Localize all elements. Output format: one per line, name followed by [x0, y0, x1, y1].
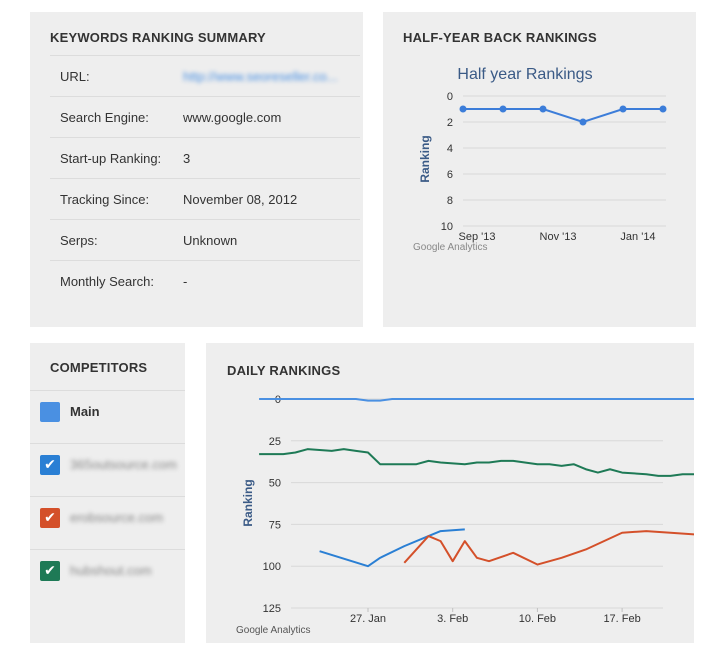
daily-rankings-chart: Ranking Google Analytics 025507510012527… [236, 394, 694, 636]
daily-x-tick-label: 10. Feb [519, 613, 556, 625]
summary-value: Unknown [183, 233, 238, 248]
competitor-item[interactable]: Main [30, 390, 185, 443]
half-year-chart-title: Half year Rankings [457, 66, 592, 83]
daily-x-tick-label: 17. Feb [603, 613, 640, 625]
half-y-tick-label: 10 [441, 221, 453, 233]
summary-url-link[interactable]: http://www.seoreseller.co... [183, 69, 338, 84]
half-year-rankings-chart: Half year Rankings Ranking Google Analyt… [413, 66, 667, 253]
summary-row: Tracking Since: November 08, 2012 [50, 178, 360, 219]
half-data-point[interactable] [499, 105, 507, 113]
half-x-tick-label: Jan '14 [620, 231, 655, 243]
daily-y-tick-label: 50 [269, 478, 281, 490]
summary-key: Tracking Since: [60, 192, 150, 207]
daily-series-line-1 [259, 398, 694, 402]
daily-x-tick-label: 3. Feb [437, 613, 468, 625]
competitor-item[interactable]: ✔ hubshout.com [30, 549, 185, 602]
half-series-line [463, 108, 663, 124]
competitors-panel: COMPETITORS Main ✔ 365outsource.com ✔ erobso… [30, 343, 185, 643]
half-year-y-axis-label: Ranking [418, 135, 432, 182]
daily-footer: Google Analytics [236, 625, 311, 636]
daily-y-tick-label: 125 [263, 603, 281, 615]
half-year-footer: Google Analytics [413, 242, 488, 253]
competitor-item[interactable]: ✔ 365outsource.com [30, 443, 185, 496]
half-data-point[interactable] [539, 105, 547, 113]
competitor-checkbox[interactable]: ✔ [40, 508, 60, 528]
half-data-point[interactable] [459, 105, 467, 113]
summary-key: Start-up Ranking: [60, 151, 162, 166]
main-color-swatch[interactable] [40, 402, 60, 422]
daily-series-line-2 [319, 528, 465, 568]
half-year-rankings-title: HALF-YEAR BACK RANKINGS [403, 30, 597, 45]
half-data-point[interactable] [619, 105, 627, 113]
summary-value: 3 [183, 151, 191, 166]
daily-rankings-title: DAILY RANKINGS [227, 363, 341, 378]
summary-value: www.google.com [183, 110, 282, 125]
half-x-tick-label: Nov '13 [540, 231, 577, 243]
half-x-tick-label: Sep '13 [459, 231, 496, 243]
summary-row: Start-up Ranking: 3 [50, 137, 360, 178]
summary-key: Search Engine: [60, 110, 149, 125]
keywords-ranking-summary-panel: KEYWORDS RANKING SUMMARY URL: http://www.… [30, 12, 363, 327]
summary-row: Search Engine: www.google.com [50, 96, 360, 137]
competitor-label: 365outsource.com [70, 457, 177, 472]
half-y-tick-label: 4 [447, 143, 453, 155]
competitor-label: Main [70, 404, 100, 419]
half-y-tick-label: 2 [447, 117, 453, 129]
competitor-checkbox[interactable]: ✔ [40, 561, 60, 581]
competitors-title: COMPETITORS [50, 360, 148, 375]
daily-x-tick-label: 27. Jan [350, 613, 386, 625]
half-y-tick-label: 6 [447, 169, 453, 181]
competitor-label: erobsource.com [70, 510, 164, 525]
summary-key: Monthly Search: [60, 274, 154, 289]
half-data-point[interactable] [579, 118, 587, 126]
half-y-tick-label: 8 [447, 195, 453, 207]
summary-row: Monthly Search: - [50, 260, 360, 301]
daily-series-line-4 [259, 448, 694, 477]
competitor-item[interactable]: ✔ erobsource.com [30, 496, 185, 549]
daily-y-tick-label: 75 [269, 519, 281, 531]
daily-y-axis-label: Ranking [241, 479, 255, 526]
competitor-label: hubshout.com [70, 563, 152, 578]
half-y-tick-label: 0 [447, 91, 453, 103]
competitor-checkbox[interactable]: ✔ [40, 455, 60, 475]
keywords-ranking-summary-title: KEYWORDS RANKING SUMMARY [50, 30, 266, 45]
summary-value: November 08, 2012 [183, 192, 298, 207]
daily-y-tick-label: 25 [269, 436, 281, 448]
daily-series-line-3 [403, 530, 694, 566]
summary-key: URL: [60, 69, 90, 84]
daily-y-tick-label: 100 [263, 561, 281, 573]
half-year-rankings-panel: HALF-YEAR BACK RANKINGS Half year Rankin… [383, 12, 696, 327]
summary-row: Serps: Unknown [50, 219, 360, 260]
summary-key: Serps: [60, 233, 98, 248]
summary-value: - [183, 274, 188, 289]
summary-row: URL: http://www.seoreseller.co... [50, 55, 360, 96]
daily-rankings-panel: DAILY RANKINGS Ranking Google Analytics … [206, 343, 694, 643]
half-data-point[interactable] [659, 105, 667, 113]
